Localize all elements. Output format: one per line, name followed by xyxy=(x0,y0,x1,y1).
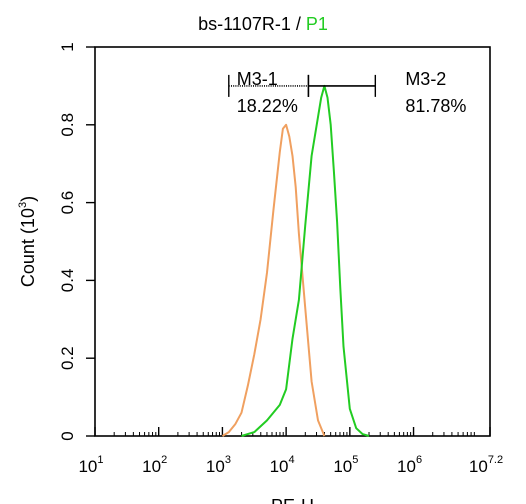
x-tick-label: 101 xyxy=(78,454,103,476)
x-axis-label: PE-H xyxy=(271,496,314,504)
y-axis-label-close: ) xyxy=(18,196,38,202)
y-axis-ticks: 0 0.2 0.4 0.6 0.8 1 xyxy=(58,42,95,441)
y-tick-label: 0.4 xyxy=(58,269,77,293)
gate-percent-2: 81.78% xyxy=(405,96,466,116)
y-axis-label: Count (103) xyxy=(17,196,38,287)
histogram-line-1 xyxy=(221,123,326,437)
plot-frame xyxy=(94,46,491,437)
x-tick-label: 103 xyxy=(206,454,231,476)
plot-border xyxy=(94,46,491,437)
gate-percent-1: 18.22% xyxy=(237,96,298,116)
x-tick-label: 107.2 xyxy=(469,454,503,476)
gate-markers: M3-1 18.22% M3-2 81.78% xyxy=(228,69,466,116)
x-tick-label: 105 xyxy=(333,454,358,476)
y-tick-label: 0.8 xyxy=(58,113,77,137)
y-tick-label: 0.6 xyxy=(58,191,77,215)
title-sample: bs-1107R-1 / xyxy=(198,14,306,34)
y-tick-label: 0 xyxy=(58,431,77,440)
y-axis-label-base: Count (10 xyxy=(18,208,38,287)
gate-name-1: M3-1 xyxy=(237,69,278,89)
gate-name-2: M3-2 xyxy=(405,69,446,89)
x-tick-label: 106 xyxy=(397,454,422,476)
x-tick-label: 102 xyxy=(142,454,167,476)
histogram-series xyxy=(221,84,370,437)
chart-title: bs-1107R-1 / P1 xyxy=(0,14,526,35)
x-axis-ticks: 101 102 103 104 105 106 107.2 xyxy=(78,427,503,476)
y-axis-label-exp: 3 xyxy=(17,202,29,208)
x-minor-ticks xyxy=(113,432,475,436)
y-tick-label: 0.2 xyxy=(58,346,77,370)
x-tick-label: 104 xyxy=(270,454,295,476)
histogram-line-2 xyxy=(241,84,370,437)
y-tick-label: 1 xyxy=(58,42,77,51)
title-gate: P1 xyxy=(305,14,328,34)
